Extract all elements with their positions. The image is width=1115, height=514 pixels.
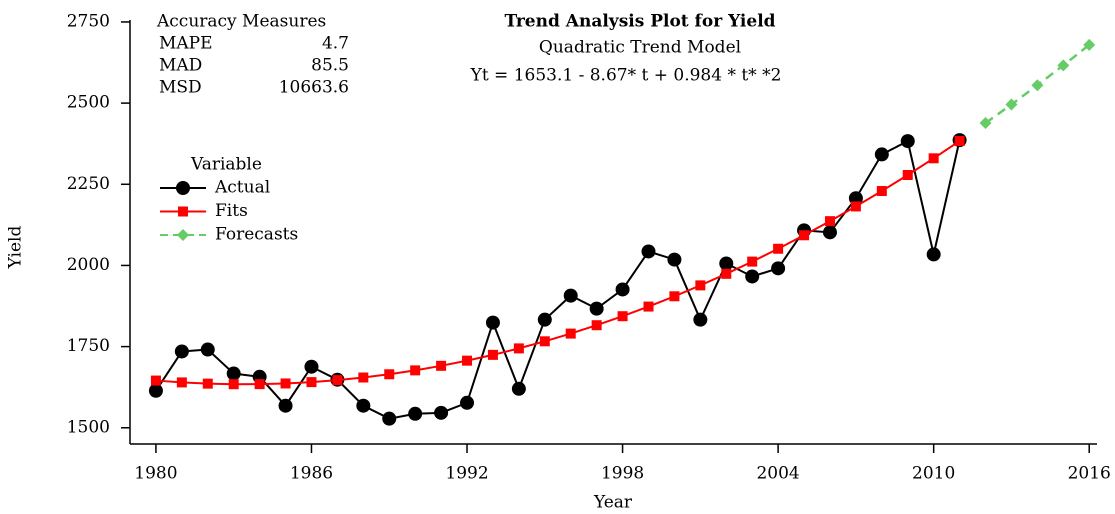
data-point	[511, 381, 526, 396]
data-point	[278, 398, 293, 413]
series-line	[155, 140, 961, 386]
data-point	[591, 320, 602, 331]
legend-marker	[176, 181, 190, 195]
data-point	[641, 244, 656, 259]
legend-marker	[178, 206, 188, 217]
data-point	[900, 134, 915, 149]
data-point	[356, 398, 371, 413]
data-point	[799, 230, 810, 241]
data-point	[1057, 59, 1070, 72]
model-equation: Yt = 1653.1 - 8.67* t + 0.984 * t* *2	[470, 66, 782, 86]
data-point	[382, 411, 397, 426]
accuracy-label: MSD	[159, 78, 202, 98]
data-point	[1005, 98, 1018, 111]
data-point	[487, 349, 498, 360]
data-point	[176, 377, 187, 388]
x-tick-label: 2016	[1068, 464, 1111, 484]
x-tick-label: 1992	[445, 464, 488, 484]
data-point	[202, 378, 213, 389]
chart-title: Trend Analysis Plot for Yield	[504, 12, 775, 32]
data-point	[1083, 38, 1096, 51]
data-point	[460, 395, 475, 410]
accuracy-title: Accuracy Measures	[156, 12, 326, 32]
data-point	[979, 117, 992, 130]
chart-subtitle: Quadratic Trend Model	[539, 38, 741, 58]
data-point	[615, 282, 630, 297]
legend-label: Actual	[214, 178, 270, 198]
data-point	[304, 359, 319, 374]
accuracy-value: 4.7	[322, 34, 349, 54]
data-point	[565, 328, 576, 339]
data-point	[693, 312, 708, 327]
data-point	[745, 269, 760, 284]
data-point	[669, 291, 680, 302]
data-point	[150, 375, 161, 386]
data-point	[408, 406, 423, 421]
legend-label: Fits	[215, 201, 248, 221]
y-tick-label: 2500	[67, 93, 110, 113]
data-point	[589, 301, 604, 316]
accuracy-value: 85.5	[311, 56, 349, 76]
data-point	[874, 147, 889, 162]
data-point	[436, 360, 447, 371]
legend-label: Forecasts	[215, 225, 298, 245]
data-point	[773, 243, 784, 254]
accuracy-value: 10663.6	[279, 78, 349, 98]
legend-title: Variable	[190, 155, 262, 175]
data-point	[537, 312, 552, 327]
x-tick-label: 2010	[912, 464, 955, 484]
x-tick-label: 1980	[134, 464, 177, 484]
data-point	[174, 344, 189, 359]
data-point	[226, 366, 241, 381]
data-point	[695, 280, 706, 291]
data-point	[410, 365, 421, 376]
data-point	[643, 301, 654, 312]
data-point	[306, 377, 317, 388]
x-tick-label: 1998	[601, 464, 644, 484]
data-point	[462, 355, 473, 366]
data-point	[513, 343, 524, 354]
legend-marker	[177, 229, 189, 241]
data-point	[824, 216, 835, 227]
data-point	[928, 153, 939, 164]
data-point	[850, 201, 861, 212]
y-tick-label: 2750	[67, 11, 110, 31]
y-tick-label: 1500	[67, 417, 110, 437]
x-tick-label: 2004	[756, 464, 799, 484]
data-point	[617, 311, 628, 322]
data-point	[667, 252, 682, 267]
data-point	[228, 379, 239, 390]
data-point	[280, 378, 291, 389]
y-tick-label: 2250	[67, 174, 110, 194]
data-point	[771, 261, 786, 276]
data-point	[384, 369, 395, 380]
x-axis-label: Year	[593, 493, 633, 513]
data-point	[200, 342, 215, 357]
series-line	[155, 139, 961, 420]
data-point	[332, 375, 343, 386]
data-point	[926, 247, 941, 262]
y-tick-label: 2000	[67, 255, 110, 275]
data-point	[434, 405, 449, 420]
data-point	[822, 225, 837, 240]
y-axis-label: Yield	[6, 226, 26, 270]
data-point	[485, 315, 500, 330]
data-point	[721, 268, 732, 279]
data-point	[719, 256, 734, 271]
accuracy-label: MAPE	[159, 34, 213, 54]
data-point	[563, 288, 578, 303]
data-point	[539, 336, 550, 347]
data-point	[1031, 79, 1044, 92]
data-point	[902, 169, 913, 180]
y-tick-label: 1750	[67, 336, 110, 356]
data-point	[148, 383, 163, 398]
data-point	[358, 372, 369, 383]
accuracy-label: MAD	[159, 56, 202, 76]
x-tick-label: 1986	[290, 464, 333, 484]
data-point	[747, 256, 758, 267]
data-point	[954, 135, 965, 146]
data-point	[876, 186, 887, 197]
data-point	[254, 379, 265, 390]
